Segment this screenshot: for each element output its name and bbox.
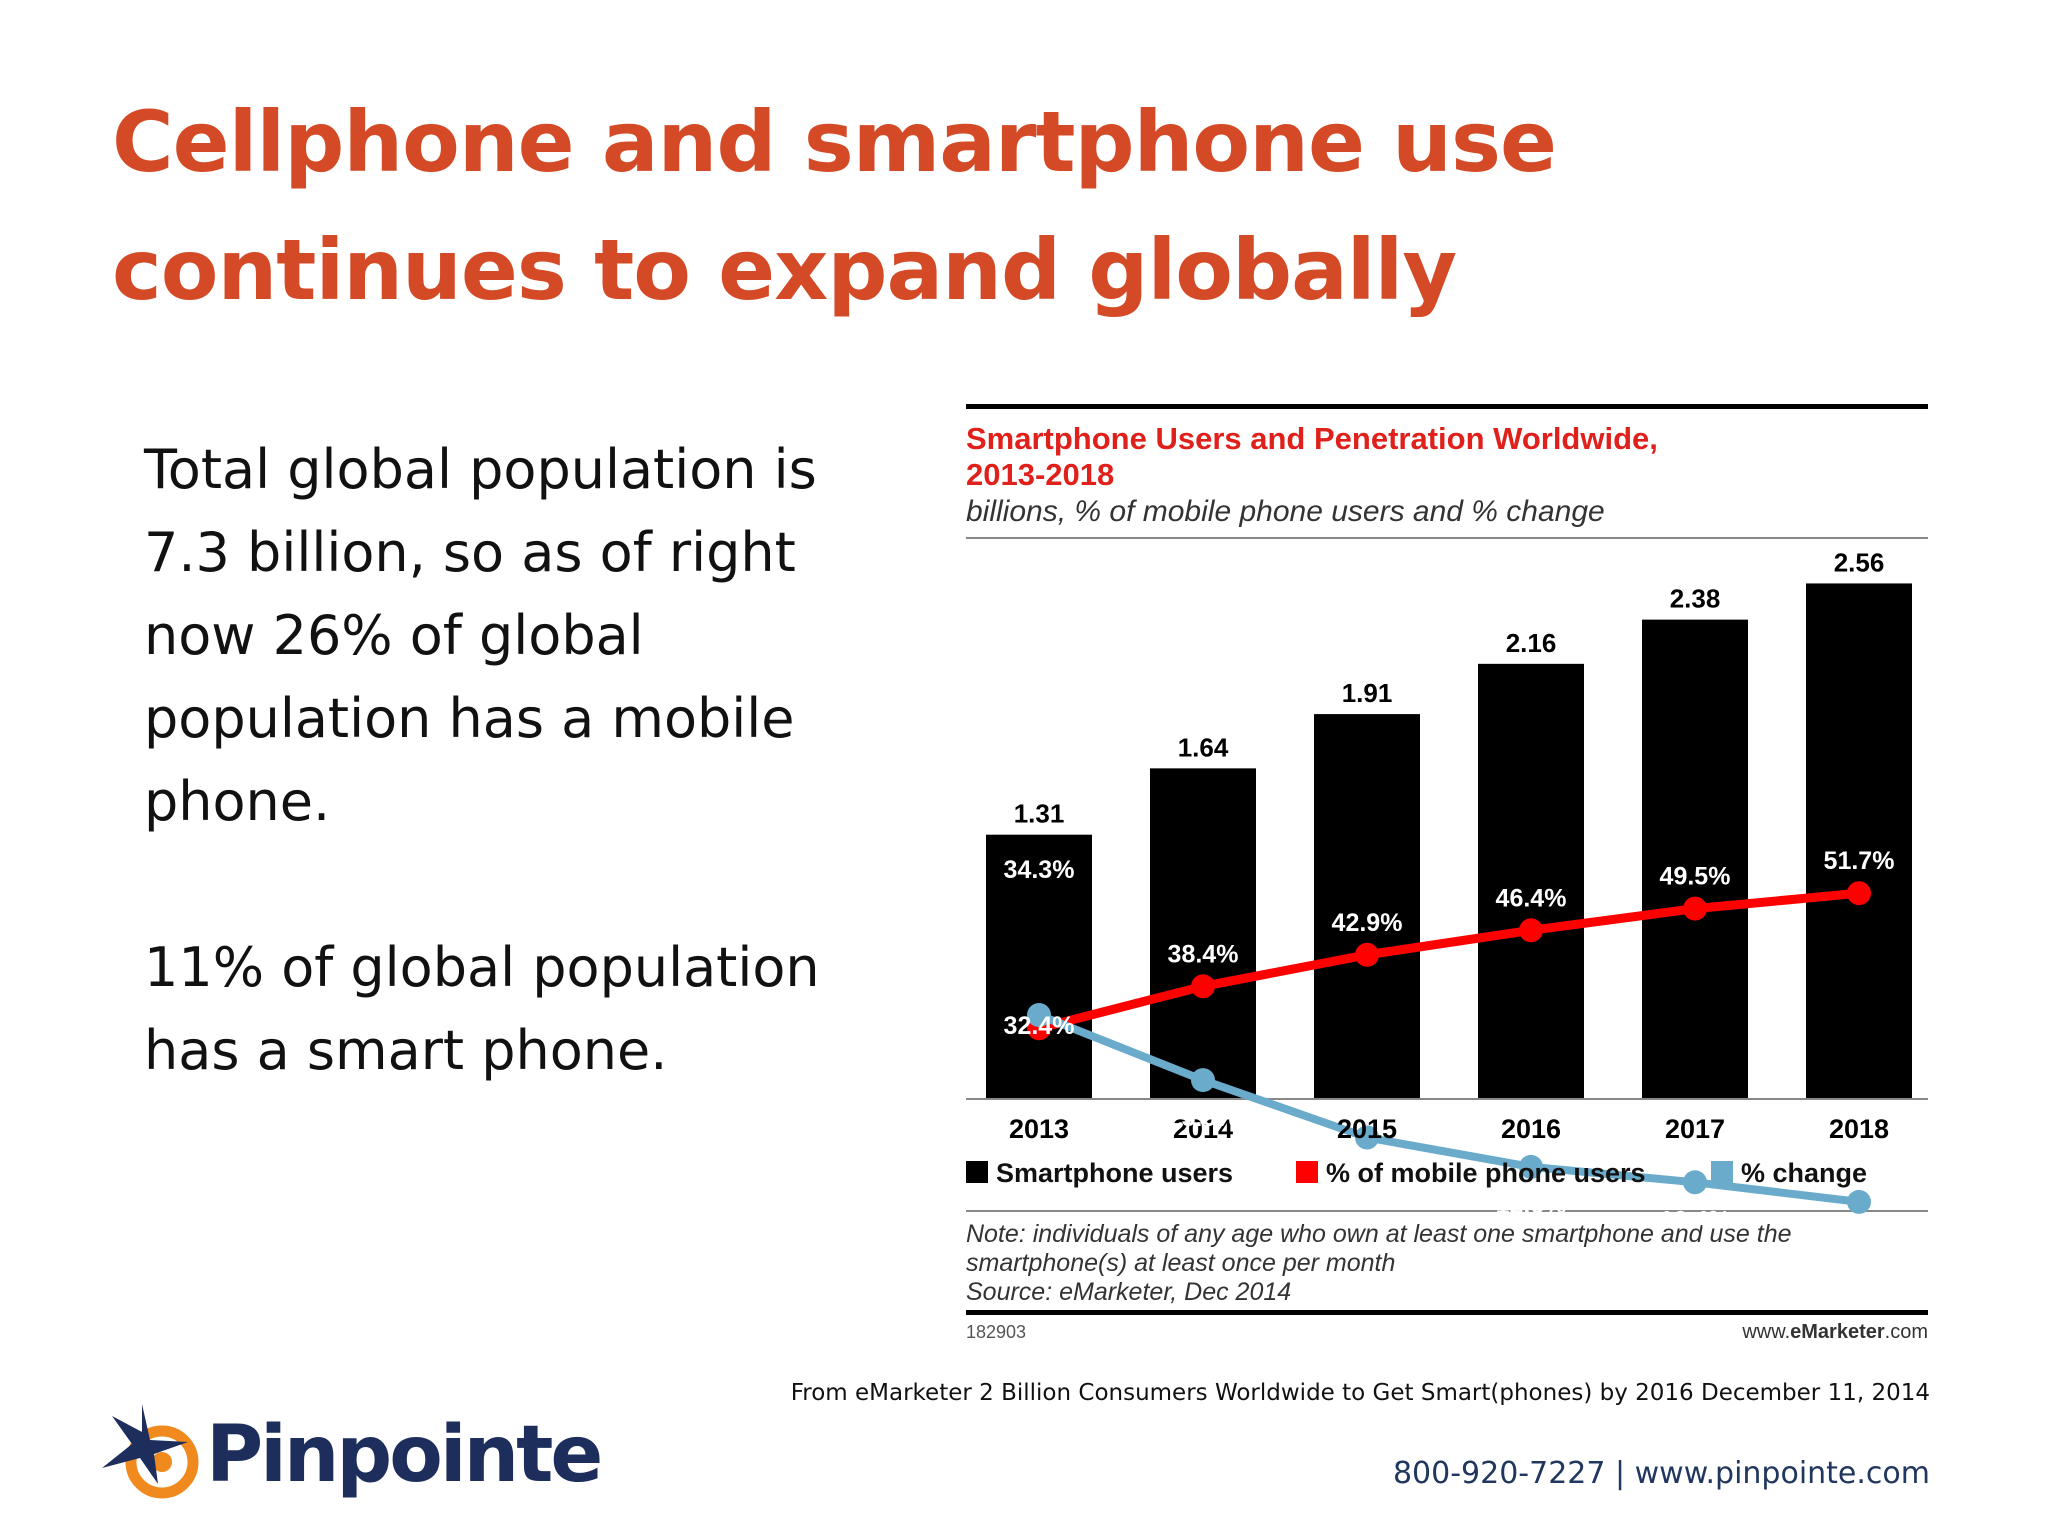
chart-bottom-rule [966, 1310, 1928, 1315]
x-tick-label-2017: 2017 [1665, 1114, 1725, 1144]
chart-figure: Smartphone Users and Penetration Worldwi… [966, 404, 1928, 1346]
chart-title-line-2: 2013-2018 [966, 457, 1114, 492]
legend-label-2: % change [1741, 1158, 1867, 1188]
pct-change-point-2016 [1519, 1154, 1543, 1179]
brand-suffix: .com [1885, 1321, 1928, 1343]
slide-title-line-2: continues to expand globally [112, 221, 1457, 319]
chart-source: Source: eMarketer, Dec 2014 [966, 1278, 1291, 1306]
pct-change-label-2018: 7.6% [1831, 1226, 1888, 1254]
pct-change-label-2013: 34.3% [1004, 856, 1075, 884]
legend-label-0: Smartphone users [996, 1158, 1233, 1188]
chart-top-rule [966, 404, 1928, 409]
pct-change-label-2017: 10.4% [1660, 1206, 1731, 1234]
mobile-share-label-2017: 49.5% [1660, 863, 1731, 891]
chart-subtitle: billions, % of mobile phone users and % … [966, 495, 1605, 528]
bars-layer [986, 583, 1912, 1098]
mobile-share-label-2015: 42.9% [1332, 909, 1403, 937]
bar-value-label-2014: 1.64 [1178, 732, 1229, 762]
chart-note-line-1: Note: individuals of any age who own at … [966, 1220, 1792, 1248]
source-citation: From eMarketer 2 Billion Consumers World… [790, 1380, 1930, 1406]
legend-swatch-0 [966, 1161, 988, 1183]
x-tick-label-2018: 2018 [1829, 1114, 1889, 1144]
legend-label-1: % of mobile phone users [1326, 1158, 1646, 1188]
mobile-share-point-2014 [1191, 974, 1215, 999]
pct-change-point-2013 [1027, 1003, 1051, 1027]
bar-value-label-2015: 1.91 [1342, 678, 1393, 708]
slide-title-line-1: Cellphone and smartphone use [112, 93, 1557, 191]
mobile-share-point-2017 [1683, 896, 1707, 921]
mobile-share-point-2016 [1519, 918, 1543, 943]
mobile-share-point-2018 [1847, 881, 1871, 906]
bar-2016 [1478, 663, 1584, 1098]
pinpointe-logo: Pinpointe [100, 1402, 603, 1512]
pct-change-point-2014 [1191, 1068, 1215, 1093]
bar-value-label-2018: 2.56 [1834, 547, 1885, 577]
x-tick-label-2013: 2013 [1009, 1114, 1069, 1144]
mobile-share-label-2018: 51.7% [1824, 847, 1895, 875]
mobile-share-label-2016: 46.4% [1496, 884, 1567, 912]
chart-id: 182903 [966, 1322, 1026, 1342]
legend-swatch-2 [1711, 1161, 1733, 1183]
mobile-share-label-2013: 32.4% [1004, 1012, 1075, 1040]
chart-title-line-1: Smartphone Users and Penetration Worldwi… [966, 421, 1658, 456]
bar-2017 [1642, 619, 1748, 1098]
pct-change-point-2015 [1355, 1125, 1379, 1150]
contact-info: 800-920-7227 | www.pinpointe.com [1392, 1456, 1930, 1491]
line-pct-change [1037, 1011, 1860, 1206]
bar-2018 [1806, 583, 1912, 1098]
legend-swatch-1 [1296, 1161, 1318, 1183]
smartphone-paragraph: 11% of global population has a smart pho… [144, 936, 820, 1082]
x-tick-label-2016: 2016 [1501, 1114, 1561, 1144]
bar-2015 [1314, 714, 1420, 1098]
chart-legend: Smartphone users % of mobile phone users%… [966, 1158, 1867, 1188]
mobile-share-label-2014: 38.4% [1168, 940, 1239, 968]
brand-name: eMarketer [1790, 1321, 1885, 1343]
chart-svg: Smartphone Users and Penetration Worldwi… [966, 404, 1928, 1343]
pct-change-label-2014: 25.0% [1168, 1104, 1239, 1132]
star-target-icon [102, 1404, 199, 1499]
pct-change-label-2016: 12.6% [1496, 1191, 1567, 1219]
chart-subtitle-rule [966, 537, 1928, 539]
line-mobile-share [1037, 888, 1860, 1033]
bar-value-label-2017: 2.38 [1670, 584, 1721, 614]
logo-text: Pinpointe [206, 1410, 603, 1500]
legend-rule [966, 1210, 1928, 1212]
bar-value-label-2013: 1.31 [1014, 799, 1065, 829]
brand-prefix: www. [1741, 1321, 1790, 1343]
labels-layer: 2013 2014 2015 2016 2017 2018 1.31 1.64 1.91 2.16… [1004, 547, 1895, 1253]
x-tick-label-2014: 2014 [1173, 1114, 1233, 1144]
mobile-share-point-2015 [1355, 942, 1379, 967]
slide-title: Cellphone and smartphone use continues t… [112, 78, 1812, 334]
pct-change-point-2017 [1683, 1170, 1707, 1195]
lines-layer [1027, 881, 1871, 1214]
population-paragraph: Total global population is 7.3 billion, … [144, 438, 817, 833]
emarketer-brand: www.eMarketer.com [1741, 1321, 1928, 1343]
body-text: Total global population is 7.3 billion, … [144, 428, 904, 1092]
bar-value-label-2016: 2.16 [1506, 628, 1557, 658]
x-axis-line [966, 1098, 1928, 1100]
bar-2013 [986, 834, 1092, 1098]
bar-2014 [1150, 768, 1256, 1098]
pct-change-label-2015: 16.8% [1332, 1162, 1403, 1190]
pct-change-point-2018 [1847, 1189, 1871, 1214]
chart-note-line-2: smartphone(s) at least once per month [966, 1249, 1395, 1277]
x-tick-label-2015: 2015 [1337, 1114, 1397, 1144]
